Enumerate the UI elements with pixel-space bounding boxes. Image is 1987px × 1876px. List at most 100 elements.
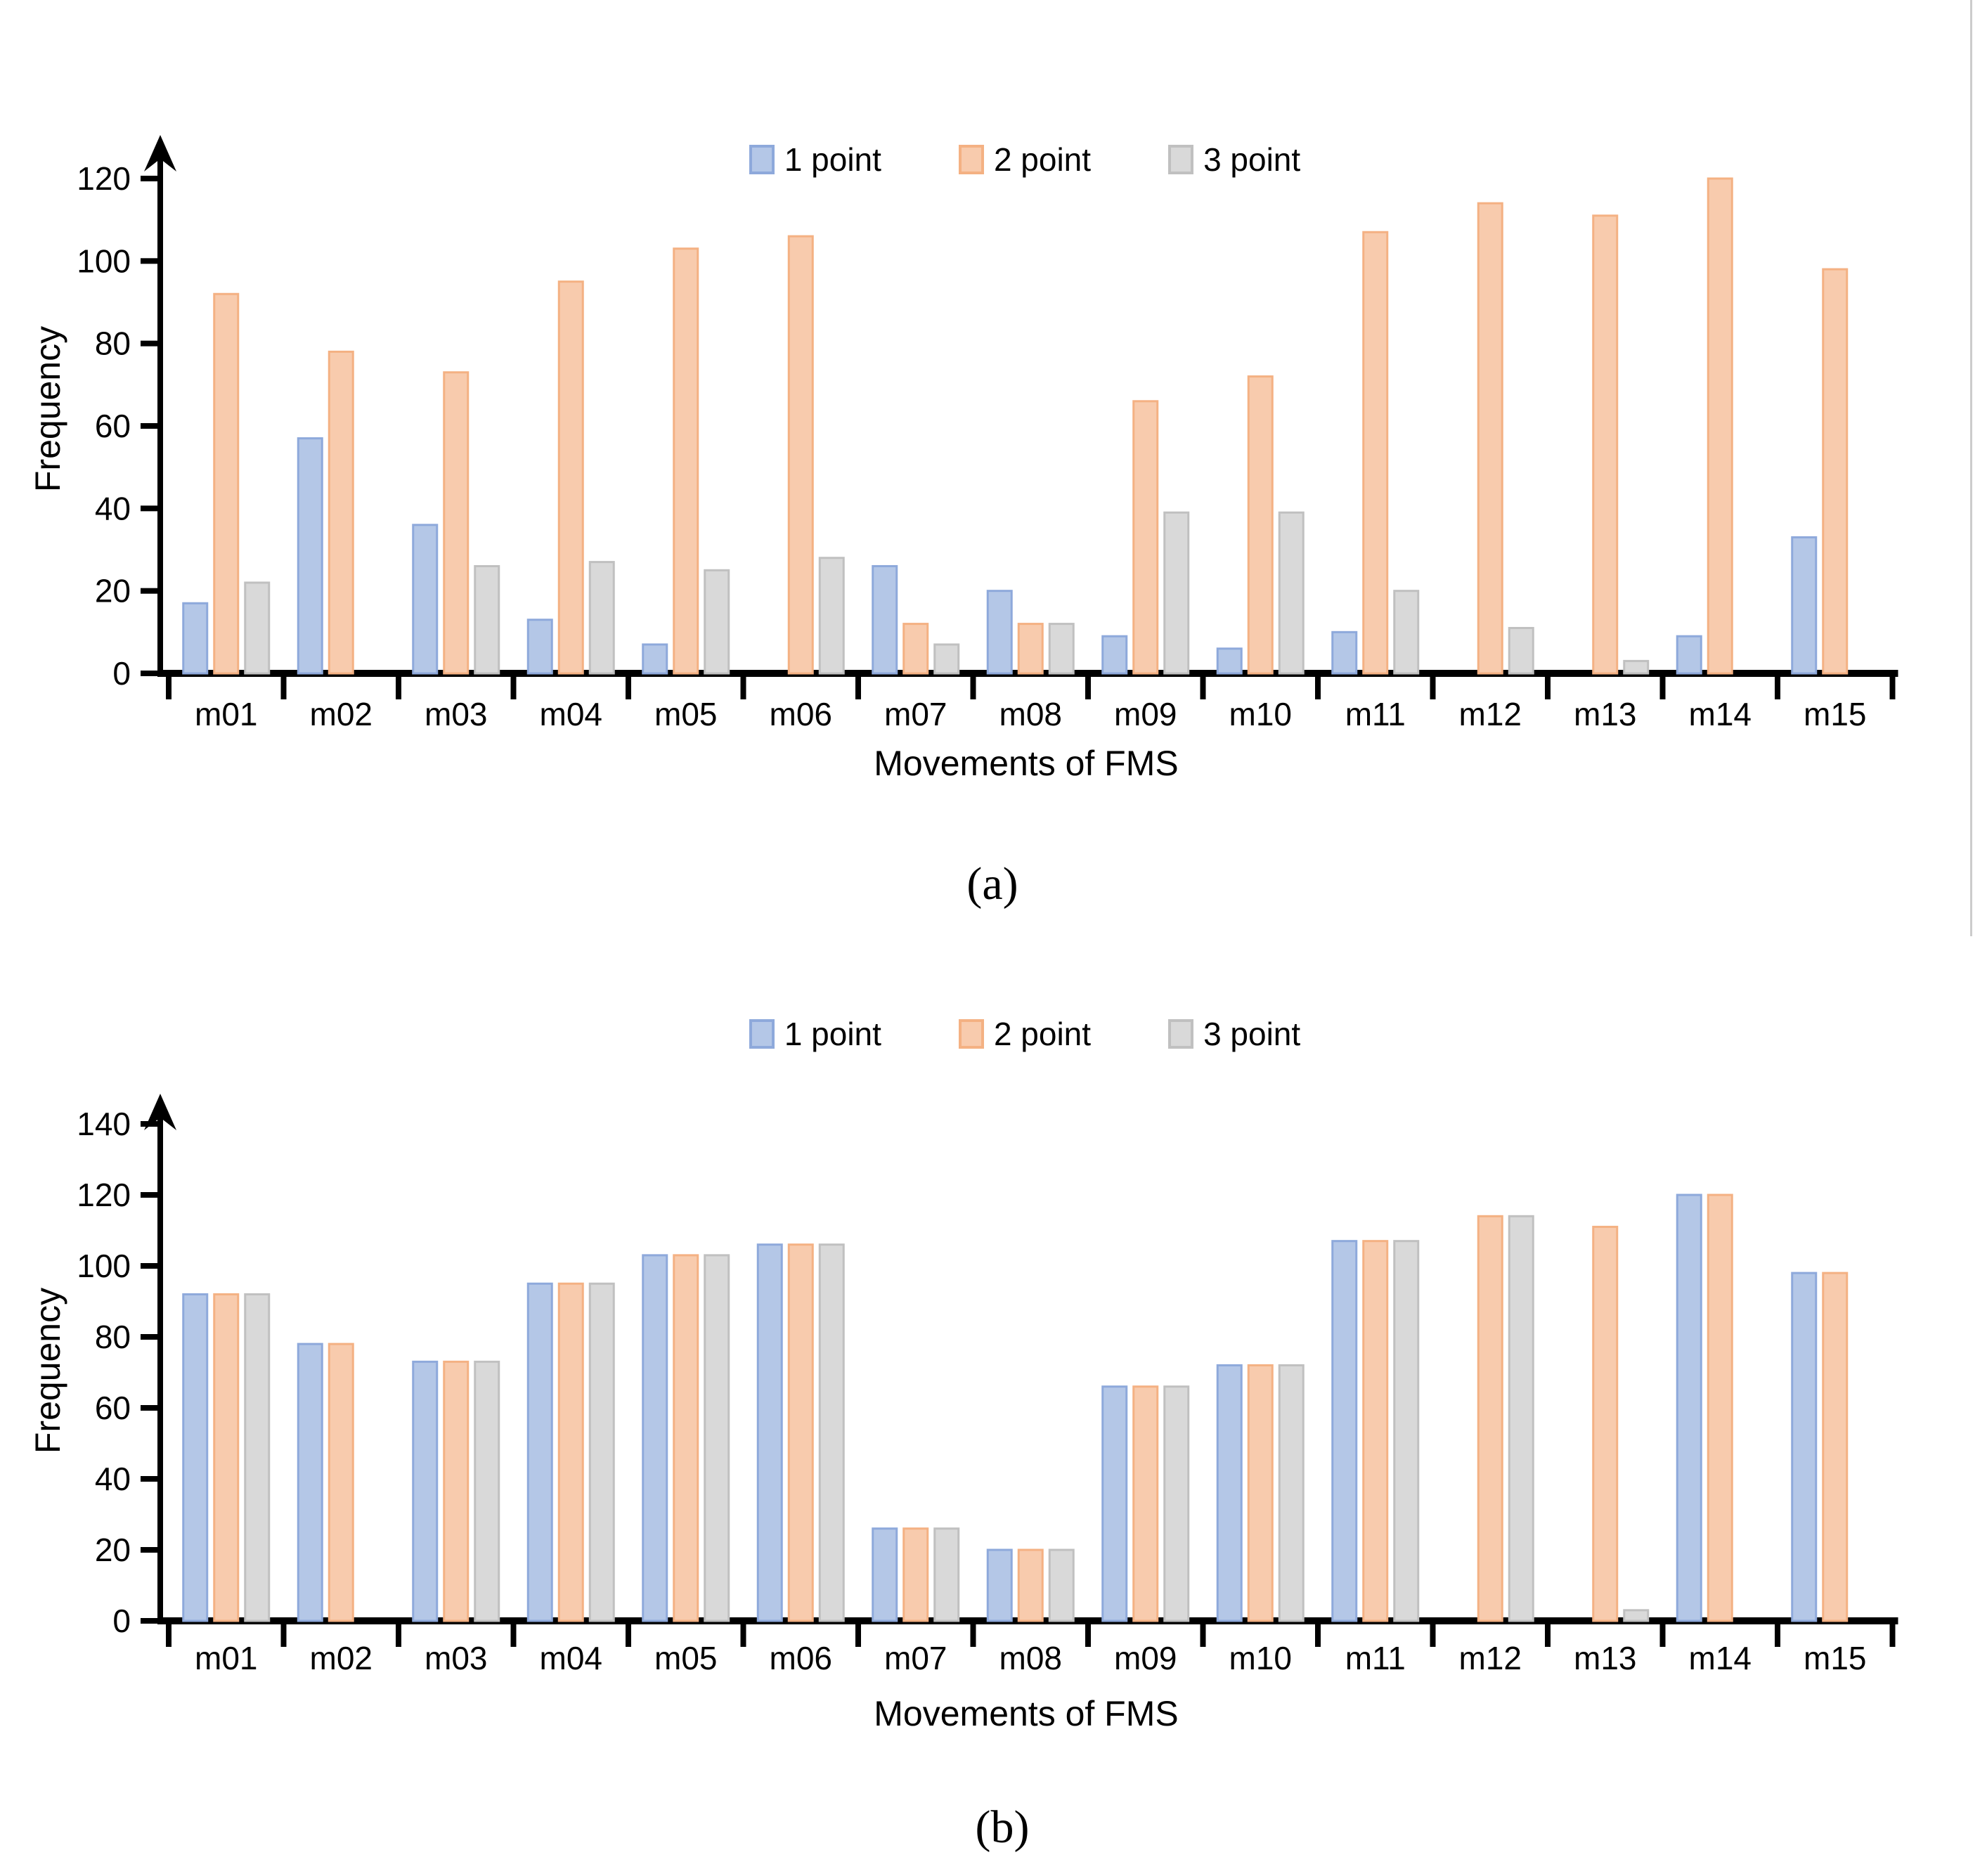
x-tick-a-7 (970, 675, 976, 699)
category-label-b-m10: m10 (1229, 1640, 1292, 1676)
category-label-a-m12: m12 (1459, 696, 1522, 732)
x-tick-b-12 (1545, 1623, 1551, 1647)
panel-label-b: (b) (975, 1801, 1030, 1853)
y-tick-label-b-80: 80 (95, 1319, 131, 1355)
bar-a-m12-3point (1508, 626, 1534, 675)
x-tick-a-0 (166, 675, 171, 699)
y-tick-a-120 (141, 175, 163, 181)
legend-swatch-2point (958, 145, 984, 174)
bar-b-m02-1point (297, 1343, 323, 1622)
y-tick-a-20 (141, 588, 163, 594)
bar-a-m07-3point (933, 643, 960, 675)
y-tick-b-60 (141, 1405, 163, 1411)
x-axis-title-b: Movements of FMS (874, 1694, 1179, 1733)
bar-a-m01-3point (244, 581, 271, 675)
category-label-b-m01: m01 (195, 1640, 257, 1676)
x-tick-b-3 (510, 1623, 517, 1647)
bar-b-m04-3point (588, 1282, 615, 1622)
bar-a-m06-3point (818, 557, 845, 675)
bar-a-m05-2point (673, 247, 699, 675)
category-label-a-m11: m11 (1345, 696, 1406, 732)
bar-b-m15-1point (1791, 1272, 1818, 1622)
category-label-a-m09: m09 (1114, 696, 1177, 732)
legend-label-2point: 2 point (993, 141, 1092, 178)
bar-a-m13-3point (1623, 659, 1650, 675)
bar-a-m03-2point (443, 371, 470, 675)
y-tick-a-40 (141, 505, 163, 512)
x-tick-b-8 (1085, 1623, 1091, 1647)
category-label-b-m14: m14 (1689, 1640, 1752, 1676)
bar-b-m06-1point (756, 1243, 783, 1622)
bar-a-m09-1point (1101, 635, 1128, 675)
category-label-a-m02: m02 (310, 696, 373, 732)
bar-b-m12-3point (1508, 1215, 1534, 1622)
category-label-a-m04: m04 (540, 696, 602, 732)
bar-b-m03-2point (443, 1360, 470, 1622)
y-tick-label-b-40: 40 (95, 1461, 131, 1497)
bar-b-m10-3point (1278, 1364, 1305, 1622)
x-tick-b-2 (396, 1623, 401, 1647)
bar-a-m03-1point (412, 524, 439, 675)
bar-a-m04-3point (588, 561, 615, 675)
y-tick-b-100 (141, 1263, 163, 1269)
y-tick-label-b-20: 20 (95, 1532, 131, 1568)
category-label-b-m03: m03 (425, 1640, 487, 1676)
y-tick-label-a-0: 0 (112, 655, 131, 692)
legend-chart-a: 1 point 2 point 3 point (160, 143, 1889, 176)
legend-chart-b: 1 point 2 point 3 point (160, 1018, 1889, 1050)
bar-b-m13-3point (1623, 1609, 1650, 1622)
y-axis-line-a (157, 155, 163, 677)
legend-item-a-2point: 2 point (958, 141, 1092, 178)
y-tick-label-b-140: 140 (77, 1106, 131, 1142)
bar-b-m11-1point (1331, 1240, 1358, 1622)
bar-b-m08-2point (1017, 1548, 1044, 1622)
bar-b-m08-3point (1048, 1548, 1075, 1622)
bar-b-m07-2point (902, 1527, 929, 1622)
category-label-b-m12: m12 (1459, 1640, 1522, 1676)
category-label-b-m13: m13 (1574, 1640, 1636, 1676)
bar-b-m08-1point (986, 1548, 1013, 1622)
category-label-a-m15: m15 (1804, 696, 1866, 732)
bar-a-m08-1point (986, 590, 1013, 675)
y-tick-a-100 (141, 258, 163, 264)
category-label-a-m01: m01 (195, 696, 257, 732)
x-tick-a-13 (1659, 675, 1666, 699)
x-tick-b-10 (1315, 1623, 1321, 1647)
bar-b-m04-1point (526, 1282, 553, 1622)
y-tick-label-a-100: 100 (77, 242, 131, 279)
bar-b-m06-2point (787, 1243, 814, 1622)
x-tick-b-13 (1659, 1623, 1666, 1647)
legend-swatch-1point (749, 145, 775, 174)
bar-b-m04-2point (557, 1282, 584, 1622)
y-tick-label-a-60: 60 (95, 408, 131, 444)
bar-a-m15-1point (1791, 536, 1818, 675)
bar-b-m12-2point (1477, 1215, 1503, 1622)
legend-label-1point: 1 point (784, 1016, 881, 1052)
bar-a-m07-1point (872, 564, 898, 675)
y-tick-b-40 (141, 1476, 163, 1482)
bar-b-m06-3point (818, 1243, 845, 1622)
page-edge-line (1970, 0, 1972, 936)
bar-a-m08-3point (1048, 623, 1075, 675)
x-tick-b-5 (740, 1623, 746, 1647)
x-tick-a-10 (1315, 675, 1321, 699)
bar-b-m09-1point (1101, 1385, 1128, 1622)
bar-b-m05-1point (642, 1254, 668, 1622)
bar-a-m15-2point (1822, 268, 1849, 675)
y-tick-b-0 (141, 1618, 163, 1624)
bar-b-m13-2point (1592, 1225, 1619, 1622)
bar-a-m06-2point (787, 235, 814, 675)
y-axis-arrow-icon (144, 135, 176, 172)
x-tick-a-5 (740, 675, 746, 699)
x-tick-a-15 (1889, 675, 1896, 699)
bar-b-m09-2point (1132, 1385, 1159, 1622)
panel-label-a: (a) (966, 858, 1018, 910)
x-tick-a-9 (1200, 675, 1206, 699)
legend-swatch-2point (958, 1019, 984, 1049)
y-tick-b-80 (141, 1334, 163, 1340)
x-tick-b-4 (626, 1623, 631, 1647)
bar-a-m14-2point (1707, 177, 1733, 675)
x-tick-a-3 (510, 675, 517, 699)
